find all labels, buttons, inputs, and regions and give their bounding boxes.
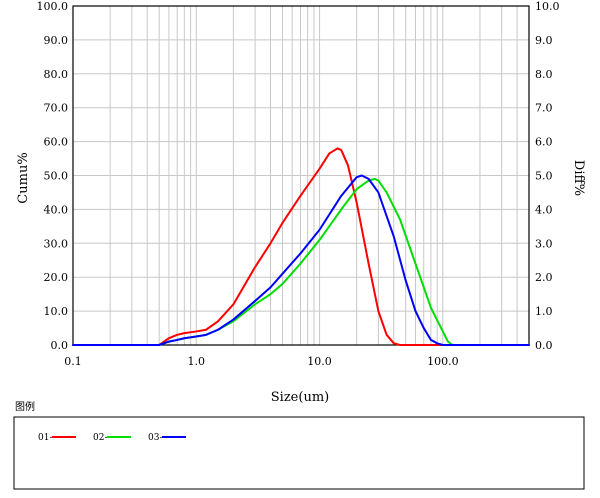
y-tick-right-label: 10.0	[535, 0, 560, 13]
series-layer	[72, 147, 530, 346]
legend-label-2: 02-	[93, 433, 108, 443]
legend-box	[13, 416, 585, 490]
y-tick-right-label: 7.0	[535, 102, 553, 115]
y-tick-left-label: 90.0	[44, 34, 69, 47]
y-tick-right-label: 9.0	[535, 34, 553, 47]
y-tick-left-label: 80.0	[44, 68, 69, 81]
x-tick-label: 100.0	[427, 355, 459, 368]
y-tick-left-label: 100.0	[37, 0, 69, 13]
x-tick-label: 10.0	[307, 355, 332, 368]
y-tick-right-label: 2.0	[535, 271, 553, 284]
legend-label-3: 03-	[148, 433, 163, 443]
x-tick-label: 1.0	[188, 355, 206, 368]
series-line-1	[72, 147, 530, 346]
legend-title: 图例	[15, 400, 35, 413]
grid	[73, 6, 529, 345]
series-line-2	[72, 177, 530, 346]
tick-labels: 0.0 10.0 20.0 30.0 40.0 50.0 60.0 70.0 80.0 90.0 1…	[37, 0, 560, 368]
y-tick-left-label: 70.0	[44, 102, 69, 115]
legend-label-1: 01-	[38, 433, 53, 443]
y-tick-right-label: 1.0	[535, 305, 553, 318]
x-axis-label: Size(um)	[271, 390, 329, 405]
y-axis-right-label: Diff%	[571, 160, 586, 196]
y-tick-left-label: 20.0	[44, 271, 69, 284]
y-tick-right-label: 3.0	[535, 237, 553, 250]
y-tick-left-label: 40.0	[44, 203, 69, 216]
x-tick-label: 0.1	[64, 355, 82, 368]
y-tick-left-label: 60.0	[44, 136, 69, 149]
y-axis-left-label: Cumu%	[16, 152, 31, 203]
y-tick-left-label: 50.0	[44, 170, 69, 183]
legend: 01- 02- 03-	[38, 433, 186, 443]
y-tick-right-label: 0.0	[535, 339, 553, 352]
y-tick-right-label: 8.0	[535, 68, 553, 81]
y-tick-right-label: 5.0	[535, 170, 553, 183]
plot-frame	[72, 5, 530, 346]
y-tick-right-label: 6.0	[535, 136, 553, 149]
series-line-3	[72, 174, 530, 346]
y-tick-left-label: 30.0	[44, 237, 69, 250]
y-tick-left-label: 10.0	[44, 305, 69, 318]
y-tick-right-label: 4.0	[535, 203, 553, 216]
y-tick-left-label: 0.0	[51, 339, 69, 352]
